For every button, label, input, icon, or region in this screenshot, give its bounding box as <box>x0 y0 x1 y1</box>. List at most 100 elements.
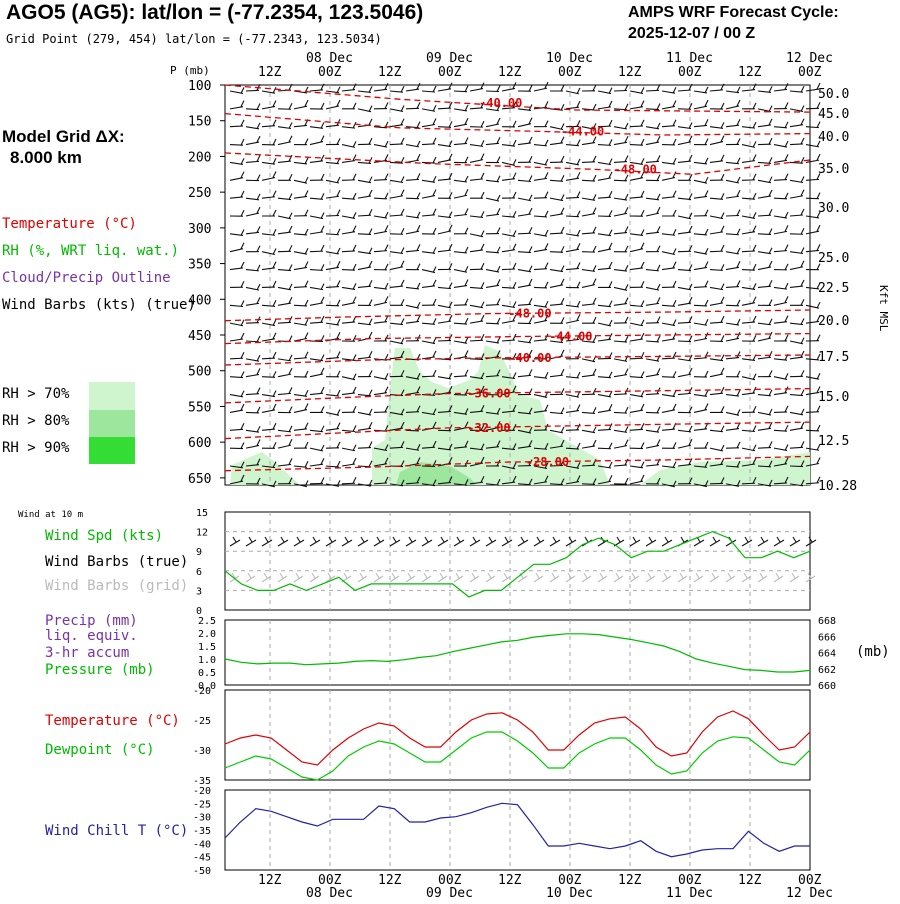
wind-barb <box>629 390 645 398</box>
wind-barb <box>677 245 693 253</box>
wind-barb <box>693 351 709 360</box>
wind-barb <box>373 225 389 235</box>
wind-barb <box>725 99 741 110</box>
wind-barb <box>645 103 661 111</box>
bottom-hour-label: 00Z <box>678 873 702 888</box>
wind-barb <box>293 480 309 488</box>
wind-barb <box>437 443 453 451</box>
wind-barb <box>581 297 597 306</box>
wind-10m-title: Wind at 10 m <box>18 510 84 520</box>
wind-barb <box>597 139 613 146</box>
wind-barb <box>245 406 261 414</box>
wind-barb <box>741 173 757 181</box>
wind-barb <box>373 386 389 396</box>
legend-accum: 3-hr accum <box>45 645 130 661</box>
wind-barb <box>741 121 757 129</box>
wind-barb <box>245 335 261 343</box>
wind-barb <box>629 138 645 146</box>
temperature-contour-label: -32.00 <box>467 421 510 435</box>
wind-barb <box>453 408 469 415</box>
wind-barb <box>565 120 581 128</box>
bottom-date-label: 08 Dec <box>306 886 353 900</box>
wind-barb <box>709 386 725 396</box>
wind-barb <box>693 138 709 146</box>
wind-barb <box>677 193 693 201</box>
legend-dewpoint: Dewpoint (°C) <box>45 742 155 758</box>
forecast-cycle: AMPS WRF Forecast Cycle: 2025-12-07 / 00… <box>628 2 839 44</box>
wind-barb <box>709 296 725 306</box>
grid-wind-barb <box>565 572 576 583</box>
wind-barb <box>309 335 325 342</box>
wind-barb <box>709 102 725 110</box>
wind-barb <box>229 319 245 327</box>
wind-barb <box>565 313 581 324</box>
wind-barb <box>597 210 613 217</box>
wind-barb <box>789 156 805 164</box>
wind-barb <box>549 207 565 217</box>
wind-barb <box>389 260 405 271</box>
wind-barb <box>677 354 693 362</box>
wind-barb <box>325 370 341 378</box>
wind-barb <box>565 229 581 237</box>
pressure-tick-label: 100 <box>188 79 211 94</box>
wind-barb <box>517 84 533 92</box>
wind-barb <box>245 458 261 467</box>
wind-barb <box>501 372 517 380</box>
wind-barb <box>261 138 277 146</box>
wind-barb <box>293 280 309 288</box>
wind-barb <box>678 174 693 181</box>
legend-rh80-swatch <box>89 410 135 437</box>
pressure-tick-label: 662 <box>818 665 836 676</box>
wind-barb <box>421 318 437 325</box>
wind-barb <box>389 479 405 487</box>
wind-barb <box>389 370 405 378</box>
wind-barb <box>421 176 437 183</box>
wind-barb <box>405 476 421 485</box>
wind-barb <box>437 140 453 148</box>
temperature-contour <box>224 309 811 322</box>
wind-barb <box>517 265 533 273</box>
wind-barb <box>725 332 741 342</box>
top-hour-label: 12Z <box>378 65 402 80</box>
wind-barb <box>421 389 437 396</box>
wind-barb <box>773 140 789 148</box>
wind-barb <box>565 371 581 379</box>
wind-barb <box>661 190 677 199</box>
top-date-label: 08 Dec <box>306 51 353 66</box>
temperature-contour-label: -36.00 <box>467 387 510 401</box>
wind-barb <box>629 100 645 110</box>
bottom-hour-label: 00Z <box>318 873 342 888</box>
wind-barb <box>229 300 245 308</box>
wind-barb <box>709 315 725 324</box>
wind-barb <box>261 332 277 342</box>
grid-wind-barb <box>325 572 336 583</box>
wind-barb <box>805 405 821 413</box>
wind-barb <box>501 120 517 128</box>
wind-barb <box>261 261 277 271</box>
wind-barb <box>389 318 405 326</box>
wind-barb <box>613 155 629 163</box>
wind-barb <box>357 176 373 184</box>
temperature-contour-label: -48.00 <box>508 307 551 321</box>
wind-barb <box>342 102 357 110</box>
wind-barb <box>277 225 293 235</box>
wind-barb <box>229 138 245 146</box>
temperature-contour-label: -40.00 <box>479 96 522 110</box>
wind-barb <box>405 192 421 200</box>
top-date-label: 12 Dec <box>786 51 833 66</box>
wind-barb <box>645 84 661 92</box>
wind-barb <box>501 301 517 309</box>
wind-barb <box>789 337 805 345</box>
wind-barb <box>261 319 277 327</box>
wind-barb <box>549 317 565 324</box>
precip-tick-label: 0.5 <box>198 668 216 679</box>
wind-barb <box>357 351 373 360</box>
wind-barb <box>373 211 389 219</box>
wind-barb <box>485 227 501 235</box>
wind-barb <box>661 280 677 288</box>
wind-barb <box>773 282 789 290</box>
wind-barb <box>341 477 357 485</box>
wind-barb <box>629 371 645 379</box>
wind-barb <box>597 300 613 308</box>
wind-barb <box>757 228 773 236</box>
